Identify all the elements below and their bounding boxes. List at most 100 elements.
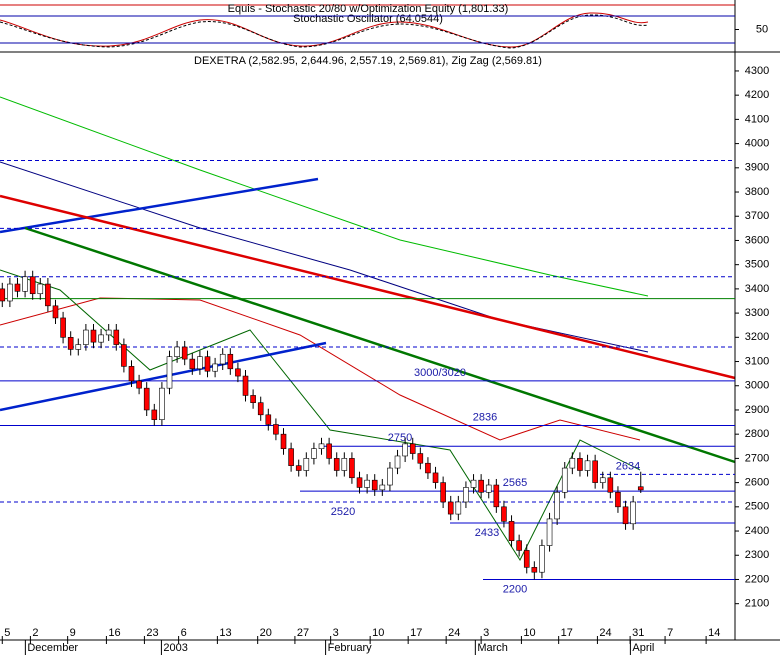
candle-body [341,458,348,471]
stochastic-k [0,12,649,48]
y-tick-label: 3400 [745,283,769,295]
x-tick-label: 7 [667,627,673,639]
candle-body [425,462,431,474]
candle-body [584,460,591,471]
month-label: 2003 [163,642,187,654]
candle-body [105,329,112,336]
candle-body [554,491,560,520]
x-tick-label: 24 [599,627,611,639]
candle-body [364,479,370,488]
x-tick-label: 24 [448,627,460,639]
x-tick-label: 3 [333,627,339,639]
candle-body [37,283,44,295]
level-label: 2520 [331,506,355,518]
candle-body [235,368,241,377]
candle-body [356,477,363,488]
candle-body [417,453,424,464]
level-label: 2634 [616,460,640,472]
y-tick-label: 3600 [745,234,769,246]
x-tick-label: 9 [70,627,76,639]
candle-body [83,329,89,345]
x-tick-label: 5 [4,627,10,639]
candle-body [379,484,386,491]
candle-body [577,458,583,471]
month-label: December [27,642,78,654]
y-tick-label: 3300 [745,307,769,319]
candle-body [303,458,310,471]
level-label: 2750 [388,432,412,444]
x-tick-label: 17 [410,627,422,639]
y-tick-label: 2100 [745,598,769,610]
candle-body [143,387,150,411]
candle-body [470,479,477,488]
candle-body [204,356,211,372]
candle-body [402,443,408,457]
candle-body [432,472,439,483]
y-tick-label: 3800 [745,186,769,198]
level-label: 3000/3020 [414,367,466,379]
indicator-title: Equis - Stochastic 20/80 w/Optimization … [228,3,509,15]
candle-body [128,366,135,382]
candle-body [295,465,302,471]
candle-body [136,380,142,389]
x-tick-label: 6 [181,627,187,639]
x-tick-label: 10 [523,627,535,639]
candle-body [113,329,120,345]
candle-body [159,387,165,420]
trend-line [0,177,319,234]
candle-body [394,455,401,469]
y-tick-label: 2900 [745,404,769,416]
x-tick-label: 20 [260,627,272,639]
candle-body [455,501,462,515]
candle-body [212,363,218,372]
overlays [0,96,736,562]
candle-body [45,283,51,307]
month-label: April [632,642,654,654]
candle-body [630,501,636,525]
moving-average [0,161,649,353]
candle-body [516,540,522,551]
x-tick-label: 23 [146,627,158,639]
candle-body [257,402,264,416]
candle-body [447,501,454,515]
y-tick-label: 4100 [745,113,769,125]
candle-body [67,337,74,350]
candle-body [546,518,553,546]
candle-body [52,305,59,319]
level-label: 2565 [503,477,527,489]
candle-body [242,375,249,396]
x-tick-label: 14 [708,627,720,639]
month-label: March [477,642,508,654]
candle-body [523,550,530,568]
y-tick-label: 50 [756,23,768,35]
candle-body [250,395,256,403]
candle-body [273,424,279,435]
candle-body [22,276,28,292]
candle-body [98,334,104,343]
x-tick-label: 13 [219,627,231,639]
candle-body [539,545,545,573]
candle-body [166,356,173,389]
y-tick-label: 4300 [745,65,769,77]
candle-body [14,283,21,292]
candle-body [440,482,446,503]
candle-body [121,344,127,367]
x-tick-label: 3 [483,627,489,639]
candle-body [493,484,500,508]
candle-body [485,484,492,493]
y-tick-label: 4200 [745,89,769,101]
candle-body [637,486,644,491]
y-tick-label: 2600 [745,477,769,489]
x-tick-label: 17 [561,627,573,639]
candle-body [463,487,469,503]
moving-average [0,96,649,297]
candle-body [501,506,507,522]
month-label: February [328,642,373,654]
candle-body [288,448,294,466]
candle-body [371,479,378,491]
candle-body [592,460,598,483]
level-label: 2433 [475,527,499,539]
candle-body [607,477,614,493]
